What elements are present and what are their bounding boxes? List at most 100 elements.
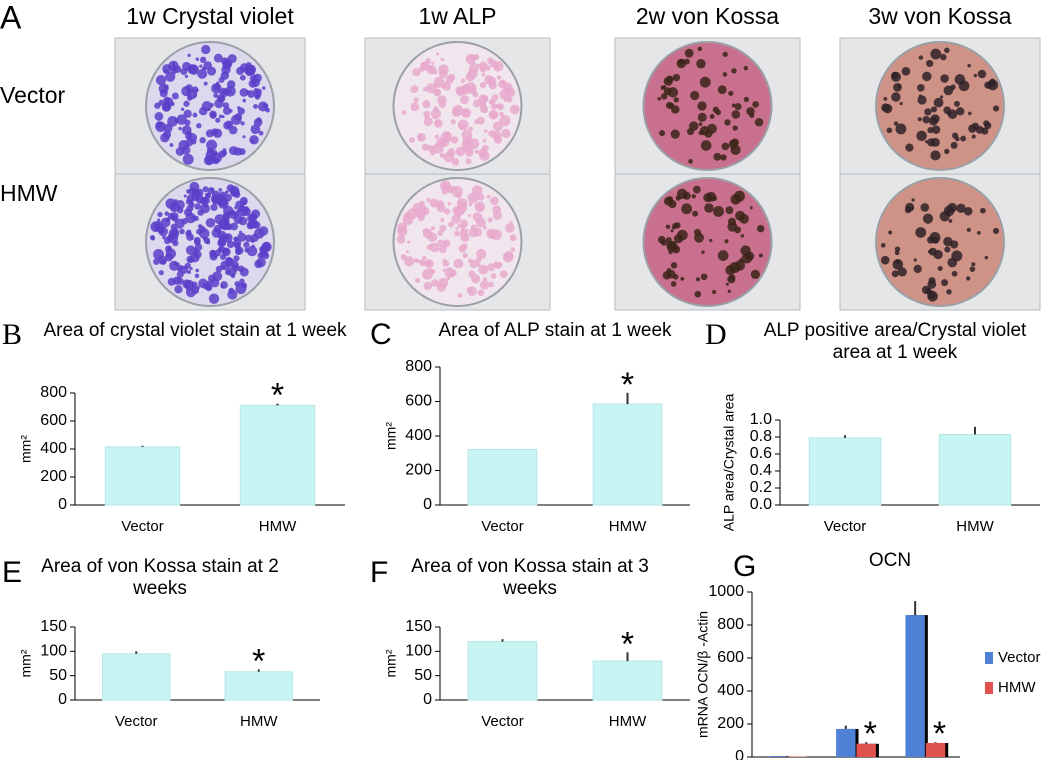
colony: [488, 129, 496, 138]
colony: [155, 121, 164, 129]
bar: [766, 756, 787, 757]
colony: [754, 118, 764, 127]
colony: [731, 110, 741, 119]
colony: [176, 277, 184, 285]
colony: [730, 194, 741, 205]
x-tick-label: Vector: [115, 713, 158, 730]
significance-marker: *: [271, 377, 284, 415]
colony: [667, 241, 676, 250]
colony: [230, 273, 236, 279]
colony: [436, 137, 446, 148]
colony: [417, 132, 426, 142]
colony: [237, 232, 247, 242]
colony: [413, 258, 420, 264]
colony: [248, 218, 259, 229]
colony: [944, 47, 950, 54]
colony: [195, 88, 199, 92]
colony: [931, 125, 941, 134]
colony: [186, 130, 192, 136]
colony: [186, 95, 193, 101]
y-tick-label: 200: [40, 468, 67, 485]
colony: [188, 187, 197, 196]
colony: [895, 259, 901, 265]
colony: [905, 143, 914, 152]
colony: [756, 224, 765, 233]
y-axis-label: mm²: [383, 422, 399, 450]
y-tick-label: 50: [49, 667, 67, 684]
legend-swatch: [985, 652, 993, 664]
colony: [944, 148, 950, 155]
colony: [440, 57, 444, 62]
colony: [752, 101, 759, 108]
colony: [741, 252, 753, 264]
colony: [954, 136, 960, 142]
panel-letter: B: [2, 318, 23, 351]
colony: [185, 212, 197, 224]
colony: [251, 244, 255, 248]
colony: [213, 93, 219, 98]
colony: [947, 111, 952, 116]
colony: [758, 253, 763, 258]
colony: [404, 256, 415, 267]
colony: [430, 226, 435, 231]
colony: [174, 118, 179, 123]
colony: [944, 246, 951, 253]
colony: [220, 284, 225, 289]
colony: [223, 233, 233, 243]
y-tick-label: 0: [58, 691, 67, 708]
colony: [249, 135, 259, 145]
colony: [238, 205, 249, 217]
colony: [980, 207, 986, 214]
y-tick-label: 100: [405, 643, 432, 660]
colony: [169, 143, 174, 148]
colony: [950, 240, 959, 249]
colony: [471, 274, 481, 284]
colony: [223, 106, 232, 115]
colony: [203, 203, 209, 208]
colony: [951, 250, 963, 262]
colony: [215, 117, 221, 123]
colony: [429, 242, 440, 253]
colony: [750, 269, 760, 279]
colony: [442, 81, 451, 91]
column-title: 1w Crystal violet: [126, 3, 294, 29]
colony: [666, 237, 672, 243]
column-title: 1w ALP: [419, 3, 497, 29]
colony: [672, 222, 679, 229]
colony: [396, 235, 406, 244]
colony: [423, 281, 433, 291]
colony: [422, 99, 431, 109]
colony: [893, 121, 899, 126]
colony: [927, 138, 936, 147]
colony: [473, 54, 480, 61]
y-tick-label: 0.2: [750, 479, 772, 496]
colony: [465, 148, 474, 157]
colony: [435, 88, 441, 95]
colony: [175, 199, 185, 210]
colony: [240, 282, 248, 289]
colony: [162, 64, 172, 74]
colony: [481, 94, 489, 102]
colony: [967, 63, 971, 68]
colony: [668, 102, 675, 109]
y-tick-label: 400: [405, 427, 432, 444]
colony: [901, 66, 911, 76]
colony: [971, 262, 976, 267]
colony: [888, 230, 893, 235]
colony: [917, 84, 925, 92]
y-tick-label: 1.0: [750, 411, 772, 428]
colony: [425, 58, 432, 64]
colony: [465, 158, 472, 165]
colony: [479, 207, 484, 212]
colony: [232, 264, 240, 272]
colony: [418, 259, 423, 264]
significance-marker: *: [621, 625, 634, 663]
colony: [186, 269, 191, 274]
colony: [209, 110, 217, 119]
colony: [943, 205, 955, 217]
colony: [502, 252, 514, 263]
colony: [437, 230, 444, 236]
chart-title: ALP positive area/Crystal violet area at…: [763, 320, 1027, 363]
colony: [237, 265, 245, 273]
colony: [717, 85, 727, 95]
